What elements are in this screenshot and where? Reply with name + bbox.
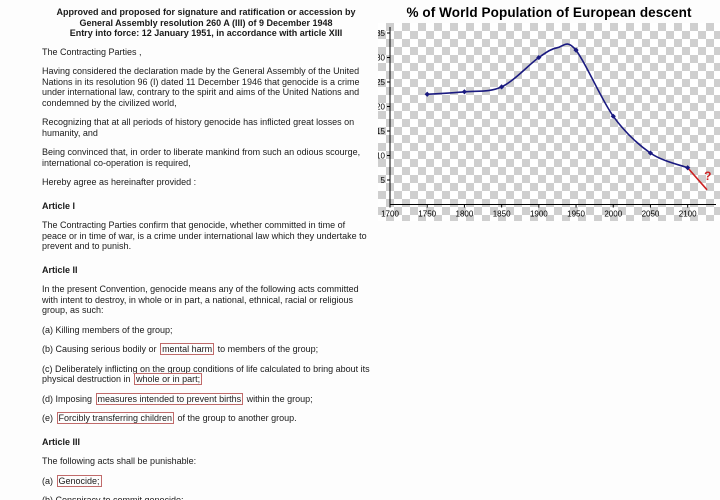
paragraph-recognizing: Recognizing that at all periods of histo… [42,117,355,138]
svg-text:?: ? [704,169,711,183]
item-d-text: (d) Imposing [42,393,95,404]
svg-text:5: 5 [381,176,386,185]
svg-text:1700: 1700 [381,210,399,219]
paragraph-contracting-parties: The Contracting Parties , [42,46,142,57]
paragraph-hereby-agree: Hereby agree as hereinafter provided : [42,177,197,187]
svg-text:35: 35 [378,29,386,38]
svg-text:1900: 1900 [530,210,548,219]
svg-text:1800: 1800 [456,210,474,219]
svg-text:30: 30 [378,54,386,63]
item-b-text-end: to members of the group; [215,344,319,354]
article-3-item-a: (a) Genocide; [42,474,370,487]
red-annotation-box-whole-or-in-part: whole or in part; [134,373,203,385]
svg-text:1950: 1950 [567,210,585,219]
item-b-text: (b) Causing serious bodily or [42,344,160,354]
header-line-2: General Assembly resolution 260 A (III) … [79,17,333,28]
article-3-intro: The following acts shall be punishable: [42,456,197,466]
svg-text:15: 15 [378,127,386,136]
chart-panel: % of World Population of European descen… [378,0,720,232]
svg-text:2050: 2050 [642,210,660,219]
red-annotation-box-mental-harm: mental harm [160,343,215,355]
article-2-item-b: (b) Causing serious bodily or mental har… [42,343,370,355]
article-3-item-b: (b) Conspiracy to commit genocide; [42,495,184,500]
item-e-text-end: of the group to another group. [175,413,297,423]
article-2-heading: Article II [42,264,78,275]
document-panel: Approved and proposed for signature and … [42,7,370,500]
header-line-3: Entry into force: 12 January 1951, in ac… [69,28,343,38]
svg-text:25: 25 [378,78,386,87]
article-2-item-a: (a) Killing members of the group; [42,324,173,335]
article-1-heading: Article I [42,200,76,211]
svg-text:2100: 2100 [679,210,697,219]
article-3-heading: Article III [42,436,81,447]
svg-text:10: 10 [378,152,386,161]
article-2-item-c: (c) Deliberately inflicting on the group… [42,364,370,385]
item-c-text: (c) Deliberately inflicting on the group… [42,363,370,385]
document-header: Approved and proposed for signature and … [42,7,370,39]
paragraph-being-convinced: Being convinced that, in order to libera… [42,147,361,168]
chart-plot-area: 5 10 15 20 25 30 35 1700 1750 1800 1850 1900 1950 200… [378,23,720,221]
red-annotation-box-prevent-births: measures intended to prevent births [95,392,244,405]
article-2-item-d: (d) Imposing measures intended to preven… [42,392,370,405]
article-1-body: The Contracting Parties confirm that gen… [42,220,367,251]
chart-svg: 5 10 15 20 25 30 35 1700 1750 1800 1850 1900 1950 200… [378,27,716,219]
header-line-1: Approved and proposed for signature and … [56,7,356,17]
svg-text:20: 20 [378,103,386,112]
item-d-text-end: within the group; [244,393,313,404]
article-2-intro: In the present Convention, genocide mean… [42,284,359,315]
red-annotation-box-transferring-children: Forcibly transferring children [56,412,175,424]
svg-text:1850: 1850 [493,210,511,219]
article-2-item-e: (e) Forcibly transferring children of th… [42,412,370,424]
item-e-text: (e) [42,413,56,423]
chart-title: % of World Population of European descen… [406,5,692,20]
paragraph-having-considered: Having considered the declaration made b… [42,66,360,108]
red-annotation-box-genocide: Genocide; [56,474,102,487]
svg-text:1750: 1750 [418,210,436,219]
item-3a-text: (a) [42,475,56,486]
svg-text:2000: 2000 [604,210,622,219]
